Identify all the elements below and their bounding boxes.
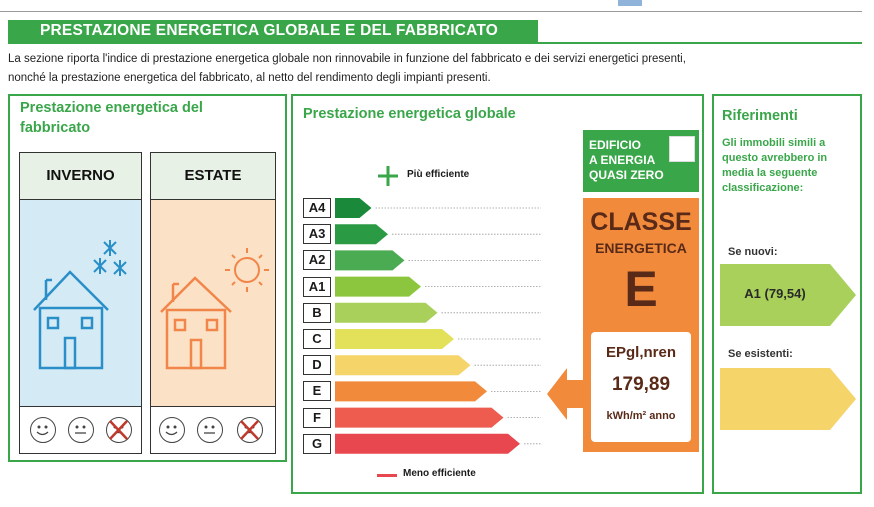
summer-rating xyxy=(150,406,276,454)
winter-rating xyxy=(19,406,142,454)
summer-area xyxy=(150,200,276,406)
class-arrow-a2 xyxy=(335,250,405,271)
happy-face-icon xyxy=(30,417,56,443)
neutral-face-icon xyxy=(197,417,223,443)
class-arrow-a1 xyxy=(335,276,421,297)
happy-face-icon xyxy=(159,417,185,443)
class-arrow-c xyxy=(335,329,454,349)
class-box: CLASSE ENERGETICA E EPgl,nren 179,89 kWh… xyxy=(583,198,699,452)
index-box: EPgl,nren 179,89 kWh/m² anno xyxy=(591,332,691,442)
class-label-a4: A4 xyxy=(303,198,331,218)
existing-label: Se esistenti: xyxy=(728,348,793,360)
nzeb-box: EDIFICIO A ENERGIA QUASI ZERO xyxy=(583,130,699,192)
class-label-a1: A1 xyxy=(303,276,331,297)
banner-underline xyxy=(8,42,862,44)
neutral-face-icon xyxy=(68,417,94,443)
summer-house-icon xyxy=(160,248,269,370)
riferimenti-description: Gli immobili simili a questo avrebbero i… xyxy=(722,136,827,196)
riferimenti-line-2: questo avrebbero in xyxy=(722,152,828,164)
nzeb-line-2: A ENERGIA xyxy=(589,153,656,167)
sad-face-icon xyxy=(237,417,263,443)
globale-panel: Prestazione energetica globale Più effic… xyxy=(291,94,704,494)
sun-icon xyxy=(225,248,269,292)
new-class-arrow xyxy=(720,264,856,326)
new-label: Se nuovi: xyxy=(728,246,778,258)
sad-face-icon xyxy=(106,417,132,443)
new-value: A1 (79,54) xyxy=(744,286,806,301)
winter-header: INVERNO xyxy=(19,152,142,200)
summer-header: ESTATE xyxy=(150,152,276,200)
fabbricato-panel: Prestazione energetica del fabbricato IN… xyxy=(8,94,287,462)
more-efficient-label: Più efficiente xyxy=(407,169,470,180)
globale-title: Prestazione energetica globale xyxy=(303,106,516,122)
nzeb-label: EDIFICIO A ENERGIA QUASI ZERO xyxy=(589,138,664,183)
winter-area xyxy=(19,200,142,406)
nzeb-checkbox xyxy=(669,136,695,162)
class-scale: A4 A3 A2 A1 B C D E F G xyxy=(303,196,543,458)
less-efficient-label: Meno efficiente xyxy=(403,468,476,479)
index-label: EPgl,nren xyxy=(605,344,676,361)
intro-line-2: nonché la prestazione energetica del fab… xyxy=(8,72,491,84)
riferimenti-line-4: classificazione: xyxy=(722,182,804,194)
class-label-a3: A3 xyxy=(303,224,331,245)
top-marker xyxy=(618,0,642,6)
fabbricato-title-line-2: fabbricato xyxy=(20,120,91,136)
section-title: PRESTAZIONE ENERGETICA GLOBALE E DEL FAB… xyxy=(40,22,499,39)
class-label-e: E xyxy=(303,381,331,402)
class-arrows xyxy=(335,198,541,454)
intro-line-1: La sezione riporta l'indice di prestazio… xyxy=(8,53,686,65)
existing-class-arrow xyxy=(720,368,856,430)
snowflake-icon xyxy=(93,240,127,276)
class-label-g: G xyxy=(303,433,331,454)
class-heading: CLASSE xyxy=(590,208,692,236)
class-label-a2: A2 xyxy=(303,250,331,271)
top-border xyxy=(0,0,862,12)
riferimenti-panel: Riferimenti Gli immobili simili a questo… xyxy=(712,94,862,494)
nzeb-line-3: QUASI ZERO xyxy=(589,168,664,182)
class-label-b: B xyxy=(303,302,331,323)
winter-house-icon xyxy=(33,240,127,370)
class-arrow-e xyxy=(335,381,487,402)
section-intro: La sezione riporta l'indice di prestazio… xyxy=(8,50,868,88)
riferimenti-title: Riferimenti xyxy=(722,108,798,124)
class-arrow-a4 xyxy=(335,198,372,218)
class-label-f: F xyxy=(303,407,331,428)
class-arrow-d xyxy=(335,355,471,376)
fabbricato-title-line-1: Prestazione energetica del xyxy=(20,100,203,116)
index-unit: kWh/m² anno xyxy=(606,410,676,422)
class-subheading: ENERGETICA xyxy=(595,240,687,256)
class-label-d: D xyxy=(303,355,331,376)
class-pointer-arrow xyxy=(547,368,587,420)
class-arrow-g xyxy=(335,433,520,454)
plus-icon xyxy=(378,166,398,186)
class-label-c: C xyxy=(303,329,331,349)
index-value: 179,89 xyxy=(611,374,671,395)
nzeb-line-1: EDIFICIO xyxy=(589,138,642,152)
class-value: E xyxy=(624,261,658,317)
fabbricato-title: Prestazione energetica del fabbricato xyxy=(20,98,203,138)
riferimenti-line-1: Gli immobili simili a xyxy=(722,137,826,149)
class-arrow-b xyxy=(335,302,438,323)
section-banner xyxy=(8,20,538,44)
class-arrow-a3 xyxy=(335,224,388,245)
class-arrow-f xyxy=(335,407,504,428)
minus-icon xyxy=(377,474,397,477)
riferimenti-line-3: media la seguente xyxy=(722,167,818,179)
